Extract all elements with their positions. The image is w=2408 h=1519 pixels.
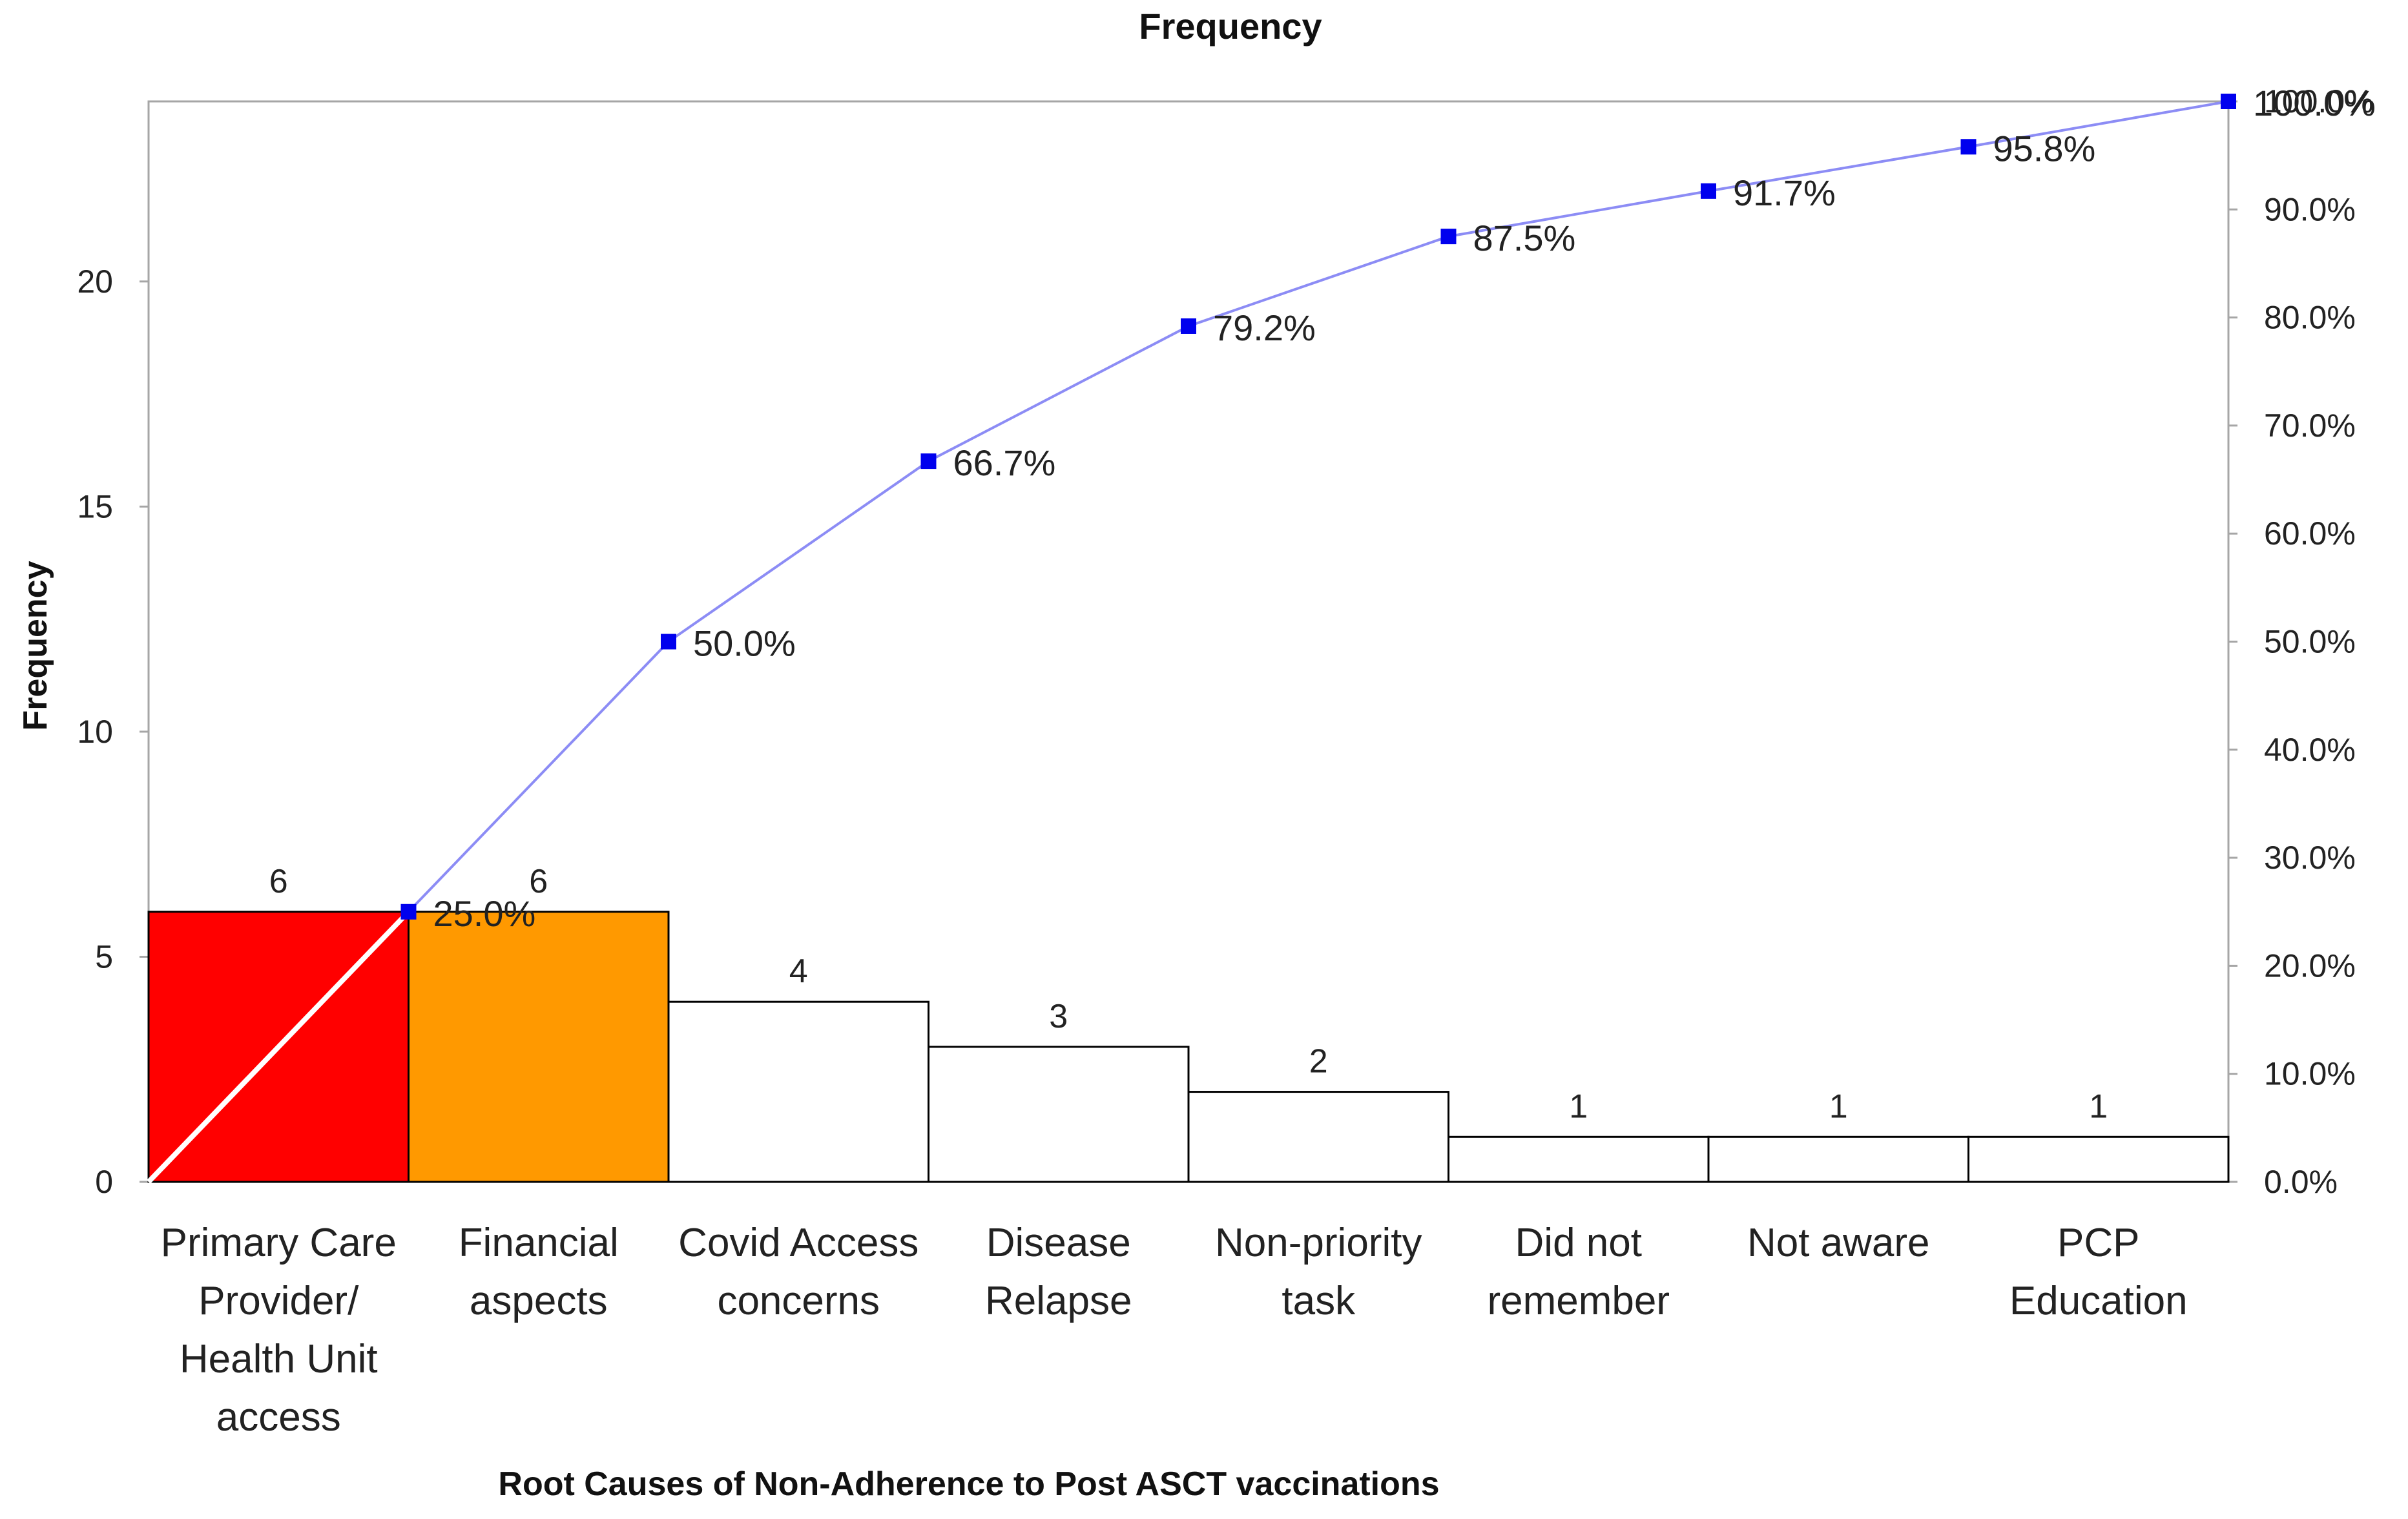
diagonal-line <box>147 909 411 1184</box>
bar <box>1187 1091 1449 1183</box>
y2-tick-label: 100.0% <box>2264 83 2374 119</box>
y2-tick-label: 20.0% <box>2264 947 2356 984</box>
cumulative-percent-label: 91.7% <box>1733 172 1836 213</box>
cumulative-percent-label: 25.0% <box>433 893 536 934</box>
category-label: PCP Education <box>2009 1221 2188 1323</box>
cumulative-point <box>1440 229 1457 245</box>
category-label-line: access <box>216 1395 341 1440</box>
cumulative-point <box>920 453 937 470</box>
cumulative-percent-label: 87.5% <box>1473 218 1576 258</box>
category-label: Financial aspects <box>459 1221 619 1323</box>
cumulative-percent-label: 50.0% <box>693 623 796 664</box>
bar-value-label: 6 <box>269 863 288 900</box>
category-label: Disease Relapse <box>985 1221 1132 1323</box>
bar-value-label: 1 <box>1829 1088 1848 1125</box>
y2-tick-label: 0.0% <box>2264 1164 2338 1200</box>
cumulative-point <box>1181 318 1196 334</box>
category-label-line: Financial <box>459 1221 619 1265</box>
y2-tick-label: 10.0% <box>2264 1056 2356 1092</box>
bar-value-label: 3 <box>1049 998 1068 1035</box>
y2-tick-label: 30.0% <box>2264 840 2356 876</box>
category-label: Not aware <box>1747 1221 1930 1265</box>
y2-tick-label: 50.0% <box>2264 624 2356 660</box>
category-label-line: Not aware <box>1747 1221 1930 1265</box>
y-tick-label: 0 <box>95 1164 113 1200</box>
category-label: Did not remember <box>1487 1221 1670 1323</box>
category-label-line: Provider/ <box>198 1279 359 1323</box>
category-label-line: task <box>1282 1279 1356 1323</box>
category-label-line: concerns <box>717 1279 880 1323</box>
y2-tick-label: 40.0% <box>2264 732 2356 768</box>
y2-tick-label: 90.0% <box>2264 191 2356 227</box>
category-label-line: Did not <box>1515 1221 1642 1265</box>
cumulative-percent-label: 79.2% <box>1213 307 1316 348</box>
cumulative-percent-label: 66.7% <box>953 442 1056 483</box>
category-label-line: Health Unit <box>180 1337 378 1381</box>
bar-value-label: 1 <box>2089 1088 2108 1125</box>
cumulative-point <box>2221 94 2236 109</box>
bar-value-label: 1 <box>1569 1088 1588 1125</box>
chart-title: Frequency <box>1139 6 1322 46</box>
y-tick-label: 5 <box>95 938 113 975</box>
y-axis-title: Frequency <box>17 561 54 730</box>
y-tick-label: 20 <box>77 264 113 300</box>
category-label-line: aspects <box>470 1279 608 1323</box>
bar-value-label: 2 <box>1309 1043 1328 1080</box>
category-label-line: remember <box>1487 1279 1670 1323</box>
cumulative-line <box>408 100 2229 913</box>
category-label-line: Disease <box>986 1221 1131 1265</box>
category-label-line: Relapse <box>985 1279 1132 1323</box>
category-label: Covid Access concerns <box>678 1221 919 1323</box>
cumulative-percent-label: 100.0% <box>2253 83 2376 123</box>
category-label-line: Primary Care <box>161 1221 397 1265</box>
category-label-line: PCP <box>2057 1221 2139 1265</box>
y2-tick-label: 60.0% <box>2264 515 2356 552</box>
bar <box>1448 1135 1710 1183</box>
cumulative-point <box>1960 139 1977 155</box>
bar <box>1707 1135 1969 1183</box>
y2-tick-label: 70.0% <box>2264 408 2356 444</box>
category-label-line: Covid Access <box>678 1221 919 1265</box>
bar <box>408 911 670 1183</box>
y-tick-label: 15 <box>77 488 113 524</box>
category-label: Non-priority task <box>1215 1221 1422 1323</box>
category-label-line: Non-priority <box>1215 1221 1422 1265</box>
y-tick-label: 10 <box>77 714 113 750</box>
cumulative-percent-label: 95.8% <box>1993 128 2096 169</box>
x-axis-title: Root Causes of Non-Adherence to Post ASC… <box>498 1465 1439 1503</box>
cumulative-point <box>1701 183 1716 199</box>
category-label: Primary Care Provider/Health Unit access <box>161 1221 397 1440</box>
cumulative-point <box>661 634 676 650</box>
bar-value-label: 6 <box>529 863 548 900</box>
bar <box>928 1046 1190 1183</box>
cumulative-point <box>400 904 417 920</box>
bar <box>1967 1135 2230 1183</box>
bar <box>667 1000 929 1183</box>
bar-value-label: 4 <box>789 953 808 990</box>
category-label-line: Education <box>2009 1279 2188 1323</box>
y2-tick-label: 80.0% <box>2264 300 2356 336</box>
